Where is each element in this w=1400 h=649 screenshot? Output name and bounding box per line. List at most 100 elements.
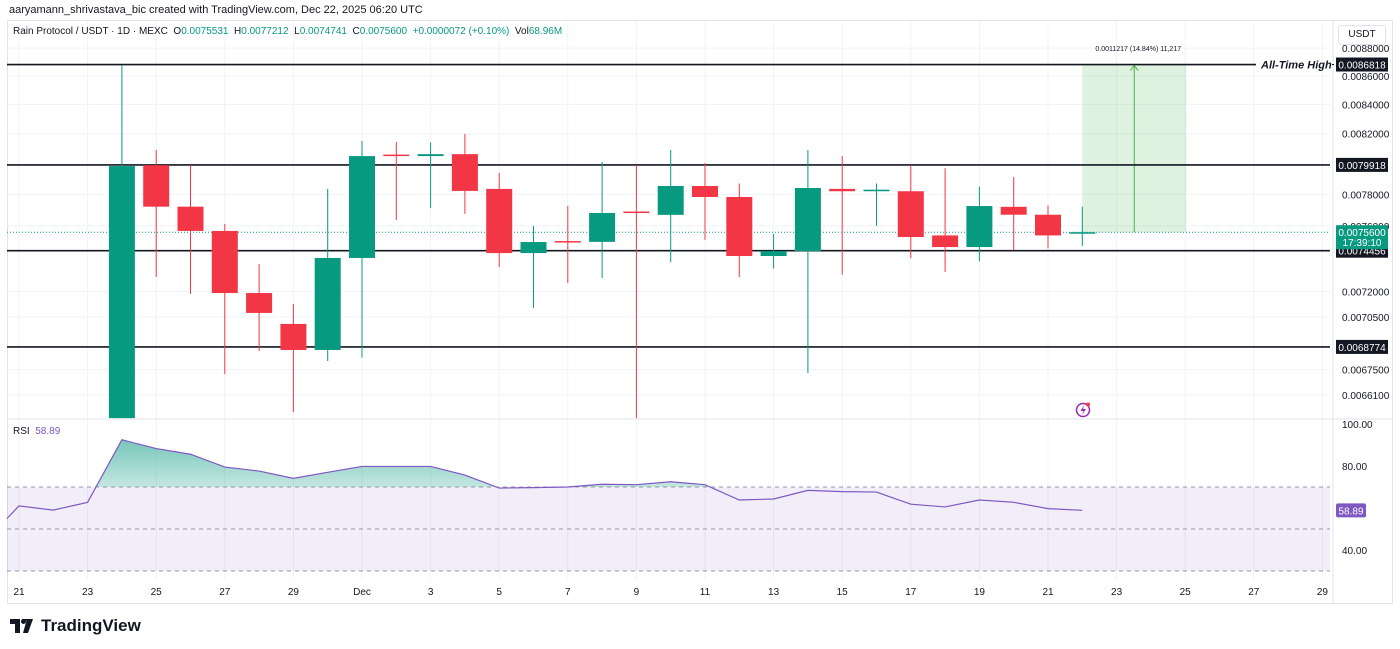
candle-body <box>177 206 204 231</box>
candle-body <box>623 211 650 214</box>
candle <box>314 188 341 361</box>
rsi-value-badge <box>1336 503 1366 518</box>
chart-frame <box>7 20 1393 604</box>
bar-countdown-text: 17:39:10 <box>1343 238 1382 249</box>
all-time-high-label: All-Time High <box>1260 60 1332 72</box>
candle-body <box>520 242 547 254</box>
time-tick-label: Dec <box>353 587 371 598</box>
rsi-legend[interactable]: RSI 58.89 <box>13 426 60 437</box>
time-tick-label: 15 <box>837 587 849 598</box>
measure-label: 0.0011217 (14.84%) 11,217 <box>1095 46 1181 53</box>
candle <box>794 149 821 374</box>
candle-body <box>829 188 856 192</box>
candle <box>726 183 753 277</box>
candle-body <box>966 206 993 248</box>
symbol-name[interactable]: Rain Protocol / USDT · 1D · MEXC <box>13 26 168 37</box>
time-tick-label: 25 <box>151 587 163 598</box>
tradingview-logo-icon <box>10 619 33 633</box>
close-value: 0.0075600 <box>359 26 408 37</box>
candle-body <box>108 166 135 419</box>
time-tick-label: 7 <box>565 587 571 598</box>
candle <box>966 186 993 262</box>
candle <box>863 183 890 226</box>
price-tick-label: 0.0072000 <box>1342 287 1390 298</box>
low-label: L <box>294 26 300 37</box>
level-price-badge <box>1336 57 1388 72</box>
candle-body <box>863 189 890 192</box>
rsi-band-background <box>7 487 1330 571</box>
high-value: 0.0077212 <box>241 26 289 37</box>
candle-body <box>486 188 513 254</box>
volume-label: Vol <box>514 26 529 37</box>
candle-body <box>314 257 341 350</box>
candle-body <box>451 154 478 191</box>
time-tick-label: 27 <box>219 587 231 598</box>
candle-body <box>589 212 616 242</box>
time-tick-label: 23 <box>1111 587 1123 598</box>
price-tick-label: 0.0082000 <box>1342 130 1390 141</box>
time-tick-label: 5 <box>496 587 502 598</box>
price-tick-label: 0.0086000 <box>1342 72 1390 83</box>
low-value: 0.0074741 <box>299 26 347 37</box>
time-tick-label: 19 <box>974 587 986 598</box>
candle <box>1000 177 1027 250</box>
candle <box>108 65 135 419</box>
rsi-value: 58.89 <box>35 426 61 437</box>
time-tick-label: 25 <box>1180 587 1192 598</box>
candle <box>177 165 204 295</box>
candle <box>829 156 856 275</box>
candle <box>246 264 273 352</box>
candle <box>1069 206 1096 247</box>
time-tick-label: 27 <box>1248 587 1260 598</box>
price-tick-label: 0.0084000 <box>1342 101 1390 112</box>
candle <box>451 134 478 214</box>
candle-body <box>246 293 273 313</box>
candle <box>897 165 924 259</box>
candle <box>589 161 616 278</box>
candle-body <box>760 251 787 257</box>
candle-body <box>211 230 238 294</box>
candle <box>211 223 238 375</box>
candle <box>692 163 718 240</box>
candle-body <box>554 241 581 243</box>
time-tick-label: 9 <box>634 587 640 598</box>
candle-body <box>1035 214 1061 236</box>
lightning-alert-icon[interactable] <box>1075 402 1091 418</box>
last-price-text: 0.0075600 <box>1338 228 1386 239</box>
candle <box>280 304 307 412</box>
candle-body <box>280 323 307 350</box>
time-tick-label: 21 <box>13 587 25 598</box>
candle <box>486 172 513 268</box>
level-price-badge-text: 0.0068774 <box>1338 343 1386 354</box>
time-tick-label: 13 <box>768 587 780 598</box>
candle-body <box>692 185 718 197</box>
volume-value: 68.96M <box>528 26 563 37</box>
candle <box>417 142 444 209</box>
price-tick-label: 0.0070500 <box>1342 313 1390 324</box>
candle <box>657 149 684 263</box>
candle <box>520 225 547 308</box>
candle <box>623 165 650 419</box>
level-price-badge <box>1336 339 1388 354</box>
candle <box>932 168 959 272</box>
candle <box>760 233 787 269</box>
candle <box>349 140 375 358</box>
currency-button[interactable]: USDT <box>1338 25 1386 45</box>
time-tick-label: 23 <box>82 587 94 598</box>
price-tick-label: 0.0088000 <box>1342 44 1390 55</box>
rsi-tick-label: 40.00 <box>1342 546 1367 557</box>
candle-body <box>143 165 170 207</box>
time-tick-label: 21 <box>1042 587 1054 598</box>
time-tick-label: 29 <box>1317 587 1329 598</box>
price-tick-label: 0.0078000 <box>1342 190 1390 201</box>
tradingview-logo[interactable]: TradingView <box>10 616 141 636</box>
time-tick-label: 17 <box>905 587 917 598</box>
price-tick-label: 0.0066100 <box>1342 391 1390 402</box>
rsi-name: RSI <box>13 426 30 437</box>
time-tick-label: 11 <box>700 587 711 598</box>
level-price-badge <box>1336 157 1388 172</box>
candle-body <box>794 187 821 252</box>
rsi-value-badge-text: 58.89 <box>1338 506 1363 517</box>
candle-body <box>383 154 410 157</box>
